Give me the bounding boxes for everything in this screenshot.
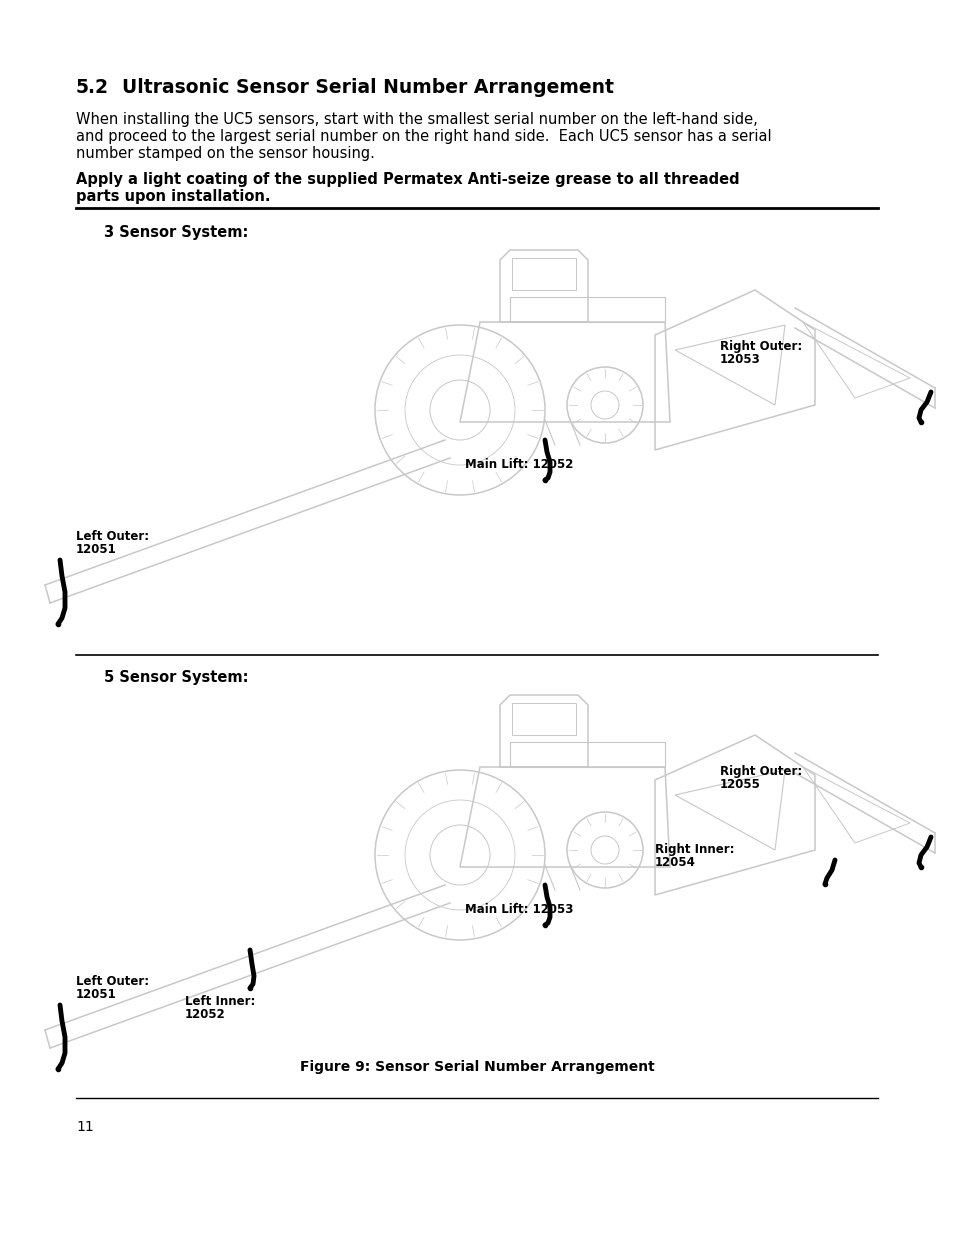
Text: Main Lift: 12052: Main Lift: 12052 [464,458,573,471]
Text: Apply a light coating of the supplied Permatex Anti-seize grease to all threaded: Apply a light coating of the supplied Pe… [76,172,739,186]
Text: Left Outer:: Left Outer: [76,974,149,988]
Text: 12051: 12051 [76,988,116,1002]
Text: Left Inner:: Left Inner: [185,995,255,1008]
Text: parts upon installation.: parts upon installation. [76,189,271,204]
Text: 12053: 12053 [720,353,760,366]
Text: 12054: 12054 [655,856,695,869]
Text: 11: 11 [76,1120,93,1134]
Text: Right Inner:: Right Inner: [655,844,734,856]
Text: Right Outer:: Right Outer: [720,340,801,353]
Text: Figure 9: Sensor Serial Number Arrangement: Figure 9: Sensor Serial Number Arrangeme… [299,1060,654,1074]
Text: Right Outer:: Right Outer: [720,764,801,778]
Text: Main Lift: 12053: Main Lift: 12053 [464,903,573,916]
Text: 12052: 12052 [185,1008,226,1021]
Text: Left Outer:: Left Outer: [76,530,149,543]
Text: and proceed to the largest serial number on the right hand side.  Each UC5 senso: and proceed to the largest serial number… [76,128,771,144]
Text: 5.2: 5.2 [76,78,109,98]
Text: 3 Sensor System:: 3 Sensor System: [104,225,248,240]
Text: 5 Sensor System:: 5 Sensor System: [104,671,248,685]
Text: 12055: 12055 [720,778,760,790]
Text: number stamped on the sensor housing.: number stamped on the sensor housing. [76,146,375,161]
Text: When installing the UC5 sensors, start with the smallest serial number on the le: When installing the UC5 sensors, start w… [76,112,757,127]
Text: Ultrasonic Sensor Serial Number Arrangement: Ultrasonic Sensor Serial Number Arrangem… [122,78,613,98]
Text: 12051: 12051 [76,543,116,556]
